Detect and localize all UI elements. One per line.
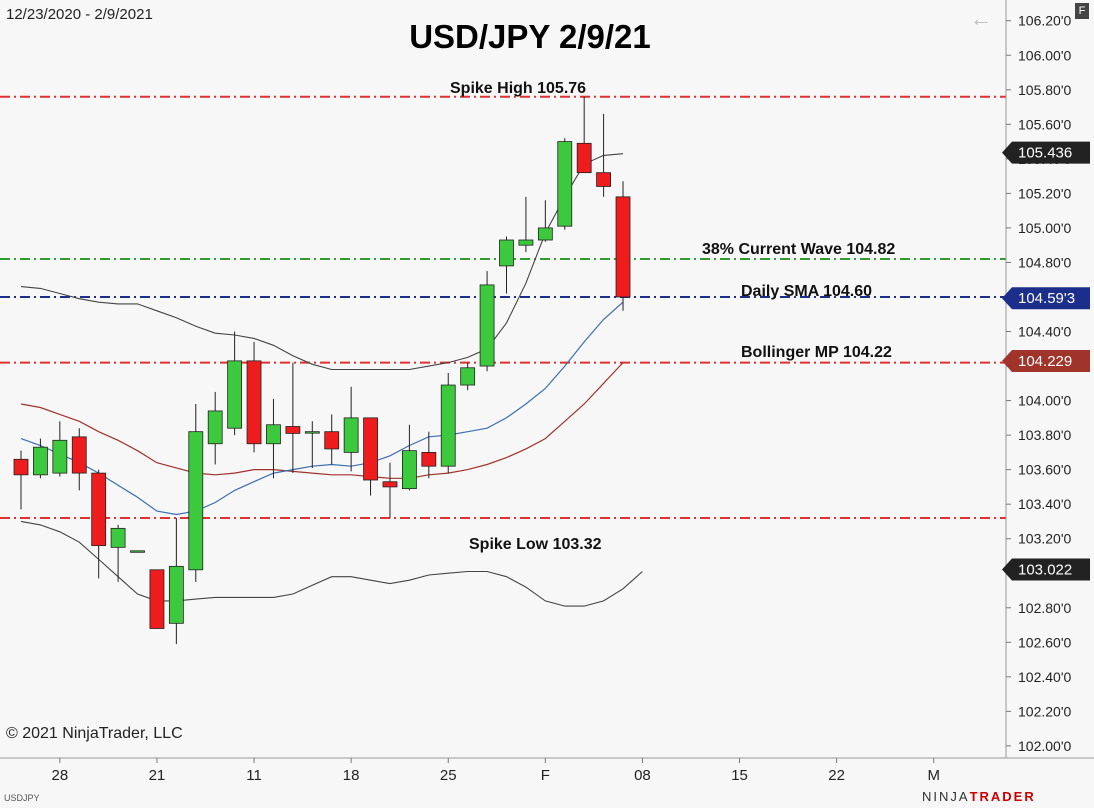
bear-candle bbox=[382, 481, 398, 488]
y-tick-label: 104.80'0 bbox=[1018, 254, 1071, 270]
y-tick-label: 105.60'0 bbox=[1018, 116, 1071, 132]
bull-candle bbox=[207, 410, 223, 445]
bull-candle bbox=[304, 431, 320, 434]
brand-suffix: TRADER bbox=[969, 789, 1036, 804]
bull-candle bbox=[110, 527, 126, 548]
bull-candle bbox=[227, 360, 243, 429]
y-tick-label: 104.40'0 bbox=[1018, 324, 1071, 340]
indicator-lines bbox=[20, 153, 643, 607]
bear-candle bbox=[149, 569, 165, 629]
brand-prefix: NINJA bbox=[922, 789, 970, 804]
bull-candle bbox=[440, 384, 456, 467]
price-marker bbox=[1002, 141, 1090, 164]
x-tick-label: 11 bbox=[246, 767, 262, 784]
bear-candle bbox=[324, 431, 340, 450]
bollinger-upper-line bbox=[20, 153, 624, 371]
y-tick-label: 103.60'0 bbox=[1018, 462, 1071, 478]
copyright-text: © 2021 NinjaTrader, LLC bbox=[6, 725, 183, 742]
y-tick-label: 106.00'0 bbox=[1018, 47, 1071, 63]
bear-candle bbox=[615, 196, 631, 298]
y-tick-label: 105.00'0 bbox=[1018, 220, 1071, 236]
price-marker bbox=[1002, 350, 1090, 373]
x-tick-label: 08 bbox=[634, 767, 651, 784]
x-tick-label: 25 bbox=[440, 767, 457, 784]
x-tick-label: 28 bbox=[51, 767, 68, 784]
bull-candle bbox=[168, 565, 184, 624]
price-marker bbox=[1002, 558, 1090, 581]
bull-candle bbox=[266, 424, 281, 445]
bull-candle bbox=[130, 550, 145, 553]
y-tick-label: 102.80'0 bbox=[1018, 600, 1071, 616]
bear-candle bbox=[576, 142, 592, 174]
candles bbox=[13, 96, 631, 645]
bear-candle bbox=[421, 451, 437, 467]
y-tick-label: 103.80'0 bbox=[1018, 427, 1071, 443]
bollinger-mid-line bbox=[20, 362, 624, 479]
bull-candle bbox=[518, 239, 534, 246]
annotation-sma: Daily SMA 104.60 bbox=[741, 283, 873, 300]
bull-candle bbox=[401, 450, 417, 490]
ninjatrader-logo: NINJATRADER bbox=[922, 789, 1036, 804]
sma-line bbox=[20, 301, 624, 516]
arrow-left-icon[interactable]: ← bbox=[970, 6, 992, 31]
bollinger-lower-line bbox=[20, 520, 643, 607]
bear-candle bbox=[71, 436, 87, 474]
bull-candle bbox=[52, 439, 68, 474]
format-button[interactable]: F bbox=[1075, 3, 1089, 19]
x-tick-label: 21 bbox=[149, 767, 166, 784]
bull-candle bbox=[537, 227, 553, 241]
price-marker-label: 104.59'3 bbox=[1018, 290, 1075, 307]
bull-candle bbox=[188, 431, 204, 571]
bear-candle bbox=[596, 172, 611, 187]
price-marker-label: 104.229 bbox=[1018, 353, 1072, 370]
bear-candle bbox=[91, 472, 107, 547]
date-range-label: 12/23/2020 - 2/9/2021 bbox=[6, 6, 153, 23]
price-marker-label: 105.436 bbox=[1018, 145, 1072, 162]
bear-candle bbox=[285, 426, 301, 434]
x-tick-label: 22 bbox=[828, 767, 845, 784]
annotation-wave: 38% Current Wave 104.82 bbox=[702, 241, 896, 258]
bull-candle bbox=[479, 284, 495, 367]
y-tick-label: 105.80'0 bbox=[1018, 82, 1071, 98]
x-tick-label: F bbox=[541, 767, 550, 784]
bull-candle bbox=[343, 417, 359, 453]
y-tick-label: 106.20'0 bbox=[1018, 13, 1071, 29]
bear-candle bbox=[13, 458, 29, 476]
x-tick-label: 15 bbox=[731, 767, 748, 784]
horizontal-levels bbox=[0, 95, 1006, 519]
bull-candle bbox=[460, 367, 476, 386]
y-tick-label: 102.20'0 bbox=[1018, 703, 1071, 719]
y-tick-label: 102.40'0 bbox=[1018, 669, 1071, 685]
y-tick-label: 103.40'0 bbox=[1018, 496, 1071, 512]
y-tick-label: 105.20'0 bbox=[1018, 185, 1071, 201]
y-tick-label: 102.60'0 bbox=[1018, 634, 1071, 650]
price-markers: 105.436 104.59'3 104.229 103.022 bbox=[1002, 141, 1090, 581]
annotation-spike-low: Spike Low 103.32 bbox=[469, 536, 602, 553]
symbol-label: USDJPY bbox=[4, 793, 40, 803]
bear-candle bbox=[363, 417, 378, 481]
price-marker-label: 103.022 bbox=[1018, 561, 1072, 578]
chart-title: USD/JPY 2/9/21 bbox=[409, 18, 651, 55]
y-tick-label: 104.00'0 bbox=[1018, 393, 1071, 409]
bull-candle bbox=[33, 446, 48, 476]
x-tick-label: 18 bbox=[343, 767, 360, 784]
axes: 106.20'0106.00'0105.80'0105.60'0105.40'0… bbox=[0, 0, 1094, 784]
bull-candle bbox=[499, 239, 514, 267]
annotation-bollinger: Bollinger MP 104.22 bbox=[741, 344, 892, 361]
bull-candle bbox=[557, 141, 573, 227]
price-marker bbox=[1002, 287, 1090, 310]
x-tick-label: M bbox=[927, 767, 940, 784]
bear-candle bbox=[246, 360, 262, 445]
y-tick-label: 103.20'0 bbox=[1018, 531, 1071, 547]
y-tick-label: 102.00'0 bbox=[1018, 738, 1071, 754]
annotation-spike-high: Spike High 105.76 bbox=[450, 80, 587, 97]
